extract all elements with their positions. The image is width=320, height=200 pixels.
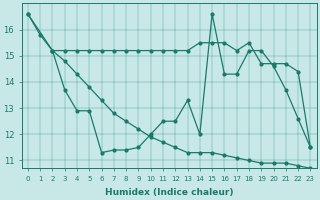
- X-axis label: Humidex (Indice chaleur): Humidex (Indice chaleur): [105, 188, 233, 197]
